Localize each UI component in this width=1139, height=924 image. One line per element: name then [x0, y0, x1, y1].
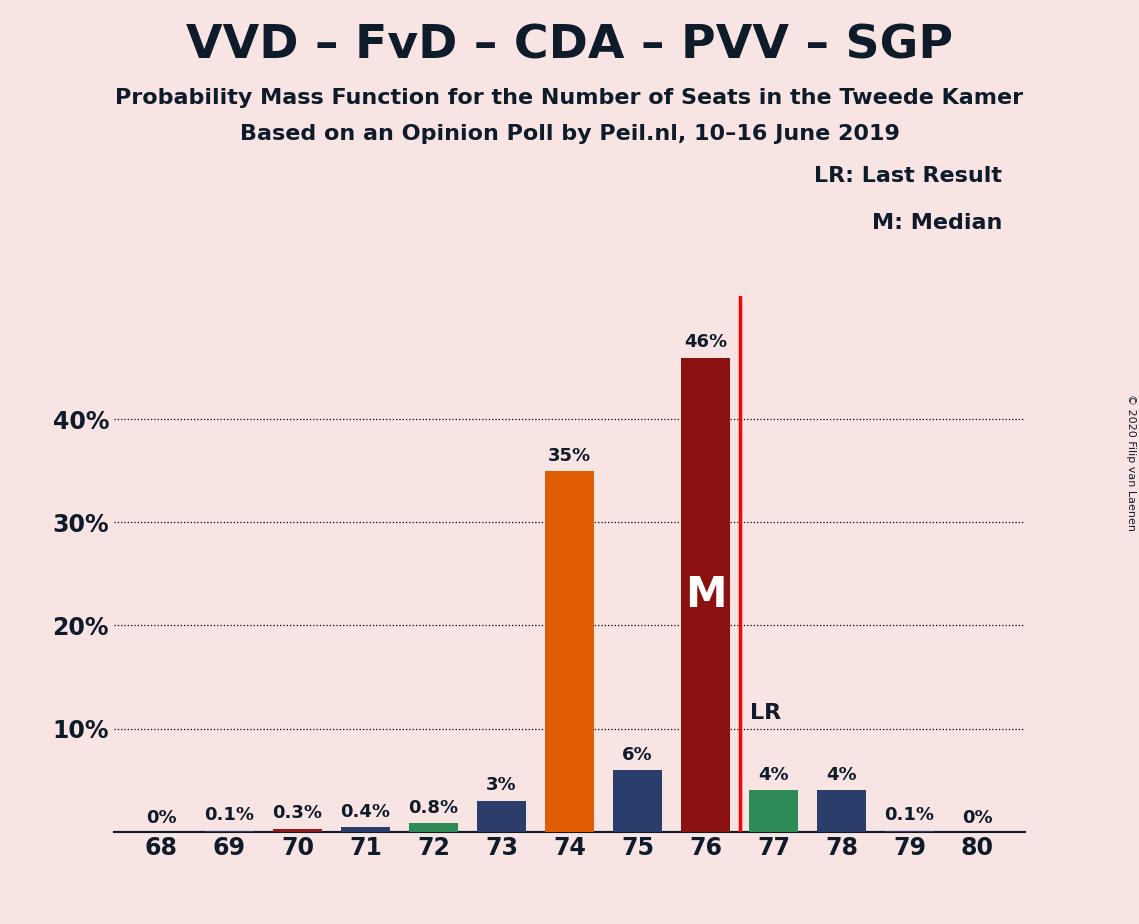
Bar [477, 801, 526, 832]
Text: 6%: 6% [622, 746, 653, 763]
Text: VVD – FvD – CDA – PVV – SGP: VVD – FvD – CDA – PVV – SGP [186, 23, 953, 68]
Text: LR: LR [749, 703, 781, 723]
Text: 3%: 3% [486, 776, 517, 795]
Text: 4%: 4% [759, 766, 789, 784]
Text: 0.3%: 0.3% [272, 804, 322, 822]
Text: 4%: 4% [826, 766, 857, 784]
Text: © 2020 Filip van Laenen: © 2020 Filip van Laenen [1126, 394, 1136, 530]
Bar [749, 790, 798, 832]
Bar [546, 471, 593, 832]
Bar [817, 790, 866, 832]
Bar [205, 831, 254, 832]
Text: LR: Last Result: LR: Last Result [814, 166, 1002, 187]
Bar [885, 831, 934, 832]
Bar [613, 770, 662, 832]
Text: 0%: 0% [146, 809, 177, 828]
Text: M: M [685, 574, 727, 615]
Bar [341, 828, 390, 832]
Text: M: Median: M: Median [872, 213, 1002, 233]
Text: 0.8%: 0.8% [409, 799, 459, 817]
Text: 46%: 46% [683, 334, 727, 351]
Text: 35%: 35% [548, 446, 591, 465]
Text: Based on an Opinion Poll by Peil.nl, 10–16 June 2019: Based on an Opinion Poll by Peil.nl, 10–… [239, 124, 900, 144]
Text: 0.1%: 0.1% [205, 807, 254, 824]
Bar [409, 823, 458, 832]
Text: 0.4%: 0.4% [341, 803, 391, 821]
Text: 0%: 0% [962, 809, 993, 828]
Text: Probability Mass Function for the Number of Seats in the Tweede Kamer: Probability Mass Function for the Number… [115, 88, 1024, 108]
Bar [273, 829, 322, 832]
Bar [681, 358, 730, 832]
Text: 0.1%: 0.1% [885, 807, 934, 824]
